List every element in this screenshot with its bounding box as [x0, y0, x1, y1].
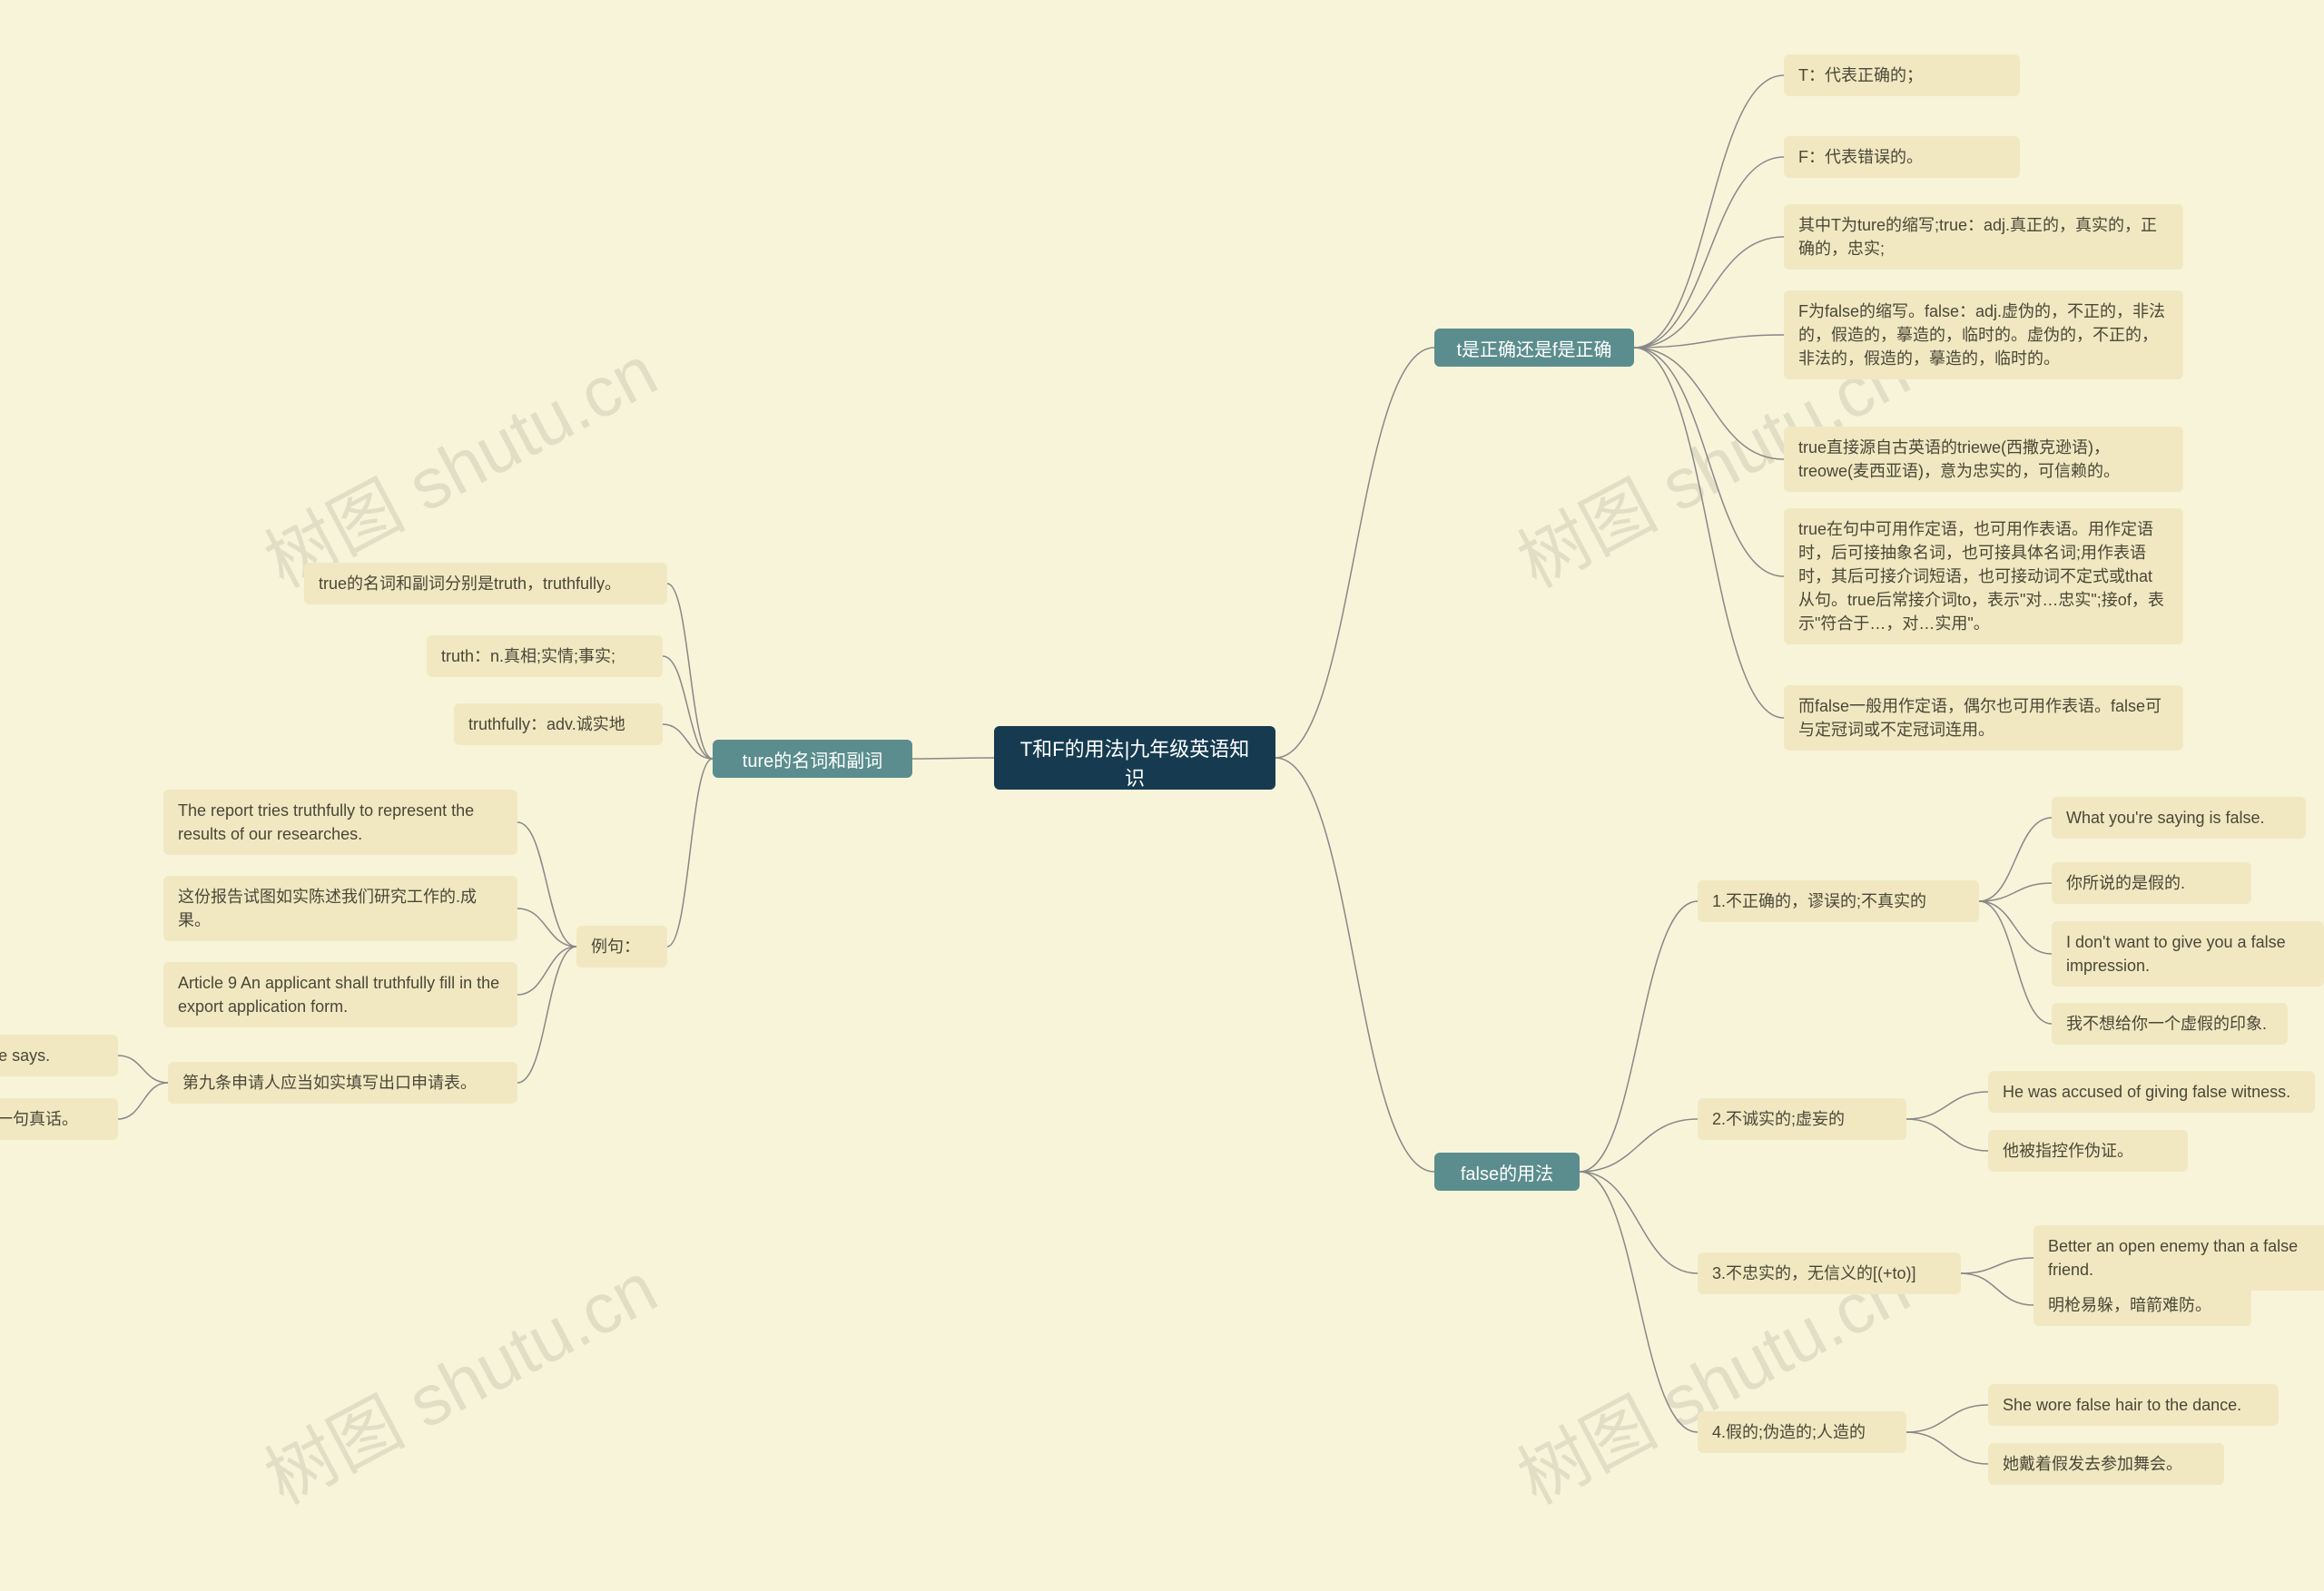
node-t1: true的名词和副词分别是truth，truthfully。	[304, 563, 667, 604]
connector	[1634, 348, 1784, 718]
node-tf7: 而false一般用作定语，偶尔也可用作表语。false可与定冠词或不定冠词连用。	[1784, 685, 2183, 751]
node-f3b: 明枪易躲，暗箭难防。	[2034, 1284, 2251, 1326]
node-f4a: She wore false hair to the dance.	[1988, 1384, 2279, 1426]
node-f2: 2.不诚实的;虚妄的	[1698, 1098, 1906, 1140]
connector	[1961, 1258, 2034, 1273]
node-e2: 这份报告试图如实陈述我们研究工作的.成果。	[163, 876, 517, 941]
connector	[663, 724, 713, 759]
node-f1d: 我不想给你一个虚假的印象.	[2052, 1003, 2288, 1045]
connector	[1979, 901, 2052, 954]
connector	[1275, 758, 1434, 1172]
connector	[1634, 348, 1784, 576]
connector	[663, 656, 713, 759]
connector	[1580, 901, 1698, 1172]
node-f3a: Better an open enemy than a false friend…	[2034, 1225, 2324, 1291]
connector	[912, 758, 994, 759]
watermark: 树图 shutu.cn	[245, 1233, 672, 1524]
connector	[1634, 348, 1784, 459]
node-e1: The report tries truthfully to represent…	[163, 790, 517, 855]
node-tf3: 其中T为ture的缩写;true：adj.真正的，真实的，正确的，忠实;	[1784, 204, 2183, 270]
connector	[1580, 1172, 1698, 1432]
node-tf4: F为false的缩写。false：adj.虚伪的，不正的，非法的，假造的，摹造的…	[1784, 290, 2183, 379]
connector	[118, 1083, 168, 1119]
connector	[1906, 1432, 1988, 1464]
connector	[118, 1056, 168, 1083]
node-f2a: He was accused of giving false witness.	[1988, 1071, 2315, 1113]
node-f2b: 他被指控作伪证。	[1988, 1130, 2188, 1172]
connector	[1634, 335, 1784, 348]
node-tf2: F：代表错误的。	[1784, 136, 2020, 178]
node-t3: truthfully：adv.诚实地	[454, 703, 663, 745]
node-root: T和F的用法|九年级英语知 识	[994, 726, 1275, 790]
connector	[517, 822, 576, 947]
connector	[1634, 237, 1784, 348]
connector	[517, 908, 576, 947]
connector	[1634, 75, 1784, 348]
connector	[1580, 1119, 1698, 1172]
connector	[1979, 818, 2052, 901]
connector	[1634, 157, 1784, 348]
node-f1: 1.不正确的，谬误的;不真实的	[1698, 880, 1979, 922]
connector	[517, 947, 576, 1083]
connector	[1906, 1119, 1988, 1151]
connector	[1961, 1273, 2034, 1305]
connector	[1979, 901, 2052, 1024]
connector	[1275, 348, 1434, 758]
node-f4b: 她戴着假发去参加舞会。	[1988, 1443, 2224, 1485]
node-tf6: true在句中可用作定语，也可用作表语。用作定语时，后可接抽象名词，也可接具体名…	[1784, 508, 2183, 644]
mindmap-canvas: 树图 shutu.cn树图 shutu.cn树图 shutu.cn树图 shut…	[0, 0, 2324, 1591]
node-e3: Article 9 An applicant shall truthfully …	[163, 962, 517, 1027]
node-f1c: I don't want to give you a false impress…	[2052, 921, 2324, 987]
node-e4: 第九条申请人应当如实填写出口申请表。	[168, 1062, 517, 1104]
node-e4b: 她说的没有一句真话。	[0, 1098, 118, 1140]
node-f1a: What you're saying is false.	[2052, 797, 2306, 839]
node-b_false: false的用法	[1434, 1153, 1580, 1191]
connector	[1580, 1172, 1698, 1273]
node-f1b: 你所说的是假的.	[2052, 862, 2251, 904]
node-f4: 4.假的;伪造的;人造的	[1698, 1411, 1906, 1453]
node-b_ture: ture的名词和副词	[713, 740, 912, 778]
connector	[667, 584, 713, 759]
node-t2: truth：n.真相;实情;事实;	[427, 635, 663, 677]
node-tf1: T：代表正确的；	[1784, 54, 2020, 96]
node-e4a: There is not a grain of truth in what sh…	[0, 1035, 118, 1076]
connector	[517, 947, 576, 995]
connector	[667, 759, 713, 947]
node-t4: 例句：	[576, 926, 667, 967]
node-b_tf: t是正确还是f是正确	[1434, 329, 1634, 367]
node-tf5: true直接源自古英语的triewe(西撒克逊语)，treowe(麦西亚语)，意…	[1784, 427, 2183, 492]
connector	[1906, 1092, 1988, 1119]
node-f3: 3.不忠实的，无信义的[(+to)]	[1698, 1252, 1961, 1294]
connector	[1979, 883, 2052, 901]
connector	[1906, 1405, 1988, 1432]
